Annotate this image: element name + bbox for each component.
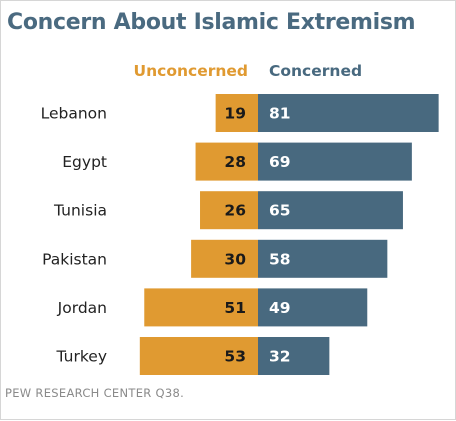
bar-unconcerned-egypt	[195, 142, 258, 181]
legend-unconcerned: Unconcerned	[133, 62, 248, 80]
value-label-unconcerned-jordan: 51	[224, 299, 246, 317]
value-label-concerned-pakistan: 58	[269, 250, 291, 268]
value-label-unconcerned-egypt: 28	[224, 153, 246, 171]
value-label-concerned-egypt: 69	[269, 153, 291, 171]
value-label-concerned-tunisia: 65	[269, 202, 291, 220]
bar-unconcerned-tunisia	[200, 191, 258, 230]
category-label-egypt: Egypt	[62, 153, 107, 171]
bar-concerned-turkey	[258, 337, 330, 375]
value-label-concerned-lebanon: 81	[269, 105, 291, 123]
value-label-unconcerned-lebanon: 19	[224, 105, 246, 123]
legend-concerned: Concerned	[269, 62, 363, 80]
bar-unconcerned-turkey	[139, 337, 258, 375]
bar-concerned-tunisia	[258, 191, 403, 230]
value-label-unconcerned-pakistan: 30	[224, 250, 246, 268]
bar-unconcerned-jordan	[144, 288, 258, 327]
source-note: PEW RESEARCH CENTER Q38.	[5, 386, 185, 400]
bar-unconcerned-pakistan	[191, 239, 258, 278]
category-label-lebanon: Lebanon	[41, 105, 107, 123]
bar-concerned-lebanon	[258, 94, 439, 132]
value-label-unconcerned-turkey: 53	[224, 348, 246, 366]
bar-concerned-pakistan	[258, 239, 388, 278]
bar-concerned-jordan	[258, 288, 368, 327]
category-label-jordan: Jordan	[57, 299, 107, 317]
chart-title: Concern About Islamic Extremism	[7, 10, 416, 35]
category-label-pakistan: Pakistan	[42, 250, 107, 268]
category-label-tunisia: Tunisia	[53, 202, 107, 220]
value-label-concerned-turkey: 32	[269, 348, 291, 366]
value-label-concerned-jordan: 49	[269, 299, 291, 317]
bar-concerned-egypt	[258, 142, 412, 181]
bar-unconcerned-lebanon	[215, 94, 258, 132]
value-label-unconcerned-tunisia: 26	[224, 202, 246, 220]
category-label-turkey: Turkey	[56, 348, 107, 366]
